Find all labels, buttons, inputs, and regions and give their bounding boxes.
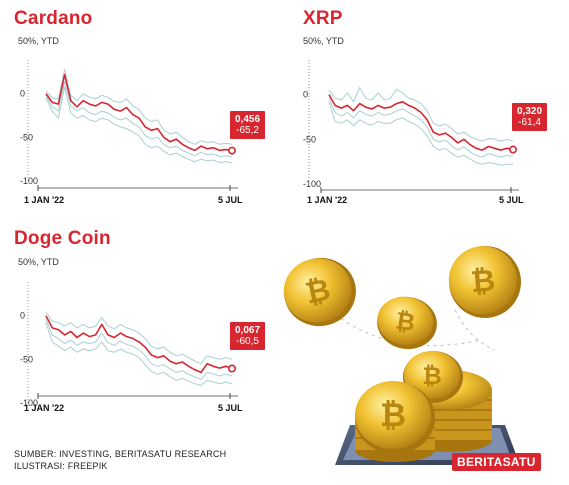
y-tick-label: -100 [20, 176, 38, 186]
bitcoin-illustration: ₿ ₿ ₿ ₿ ₿ [283, 246, 521, 465]
y-tick-label: -50 [303, 134, 316, 144]
coin: ₿ [283, 257, 356, 327]
end-point-marker [228, 146, 237, 155]
illustration-credit: ILUSTRASI: FREEPIK [14, 461, 108, 471]
price-value: 0,320 [517, 106, 543, 117]
coin: ₿ [377, 296, 437, 350]
price-value: 0,067 [235, 325, 261, 336]
y-tick-label: 0 [303, 90, 308, 100]
end-point-marker [228, 364, 237, 373]
price-callout: 0,456 -65,2 [230, 111, 266, 139]
dogecoin-chart-panel: Doge Coin 50%, YTD 0 -50 -100 1 JAN '22 5 JU… [0, 222, 280, 422]
cardano-line-chart: 0 -50 -100 1 JAN '22 5 JUL [20, 60, 243, 205]
y-tick-label: 0 [20, 311, 25, 321]
series-line-band [45, 68, 233, 145]
price-callout: 0,067 -60,5 [230, 322, 266, 350]
xrp-chart-panel: XRP 50%, YTD 0 -50 -100 1 JAN '22 5 JUL 0,32… [285, 0, 569, 215]
bitcoin-icon: ₿ [469, 264, 496, 299]
series-line-band [45, 86, 233, 164]
y-tick-label: -50 [20, 354, 33, 364]
unit-label: 50%, YTD [303, 36, 344, 46]
series-line-price [328, 94, 514, 151]
series-line-band [328, 87, 514, 142]
series-line-price [45, 73, 233, 152]
series-line-band [45, 311, 233, 365]
x-tick-label: 5 JUL [218, 195, 243, 205]
y-tick-label: -100 [20, 398, 38, 408]
bitcoin-icon: ₿ [380, 397, 406, 433]
cardano-chart-panel: Cardano 50%, YTD 0 -50 -100 1 JAN '22 5 JUL … [0, 0, 280, 215]
bitcoin-icon: ₿ [394, 307, 417, 336]
xrp-line-chart: 0 -50 -100 1 JAN '22 5 JUL [303, 60, 524, 205]
chart-title: Doge Coin [14, 228, 111, 249]
price-value: 0,456 [235, 114, 261, 125]
series-line-band [45, 319, 233, 380]
beritasatu-logo: BERITASATU [452, 453, 541, 471]
unit-label: 50%, YTD [18, 36, 59, 46]
change-value: -60,5 [236, 336, 259, 347]
bitcoin-icon: ₿ [422, 363, 442, 390]
y-tick-label: -100 [303, 179, 321, 189]
unit-label: 50%, YTD [18, 257, 59, 267]
x-tick-label: 1 JAN '22 [24, 403, 64, 413]
coin-trail [454, 309, 496, 351]
change-value: -61,4 [518, 117, 541, 128]
x-tick-label: 5 JUL [218, 403, 243, 413]
y-tick-label: -50 [20, 132, 33, 142]
x-tick-label: 5 JUL [499, 195, 524, 205]
series-line-band [45, 322, 233, 386]
y-tick-label: 0 [20, 89, 25, 99]
change-value: -65,2 [236, 125, 259, 136]
source-note: SUMBER: INVESTING, BERITASATU RESEARCH [14, 449, 227, 459]
series-line-band [328, 98, 514, 158]
series-line-band [45, 80, 233, 157]
end-point-marker [509, 145, 518, 154]
coin: ₿ [448, 246, 521, 318]
series-line-price [45, 315, 233, 374]
price-callout: 0,320 -61,4 [512, 103, 548, 131]
coin: ₿ [355, 381, 435, 454]
x-tick-label: 1 JAN '22 [307, 195, 347, 205]
chart-title: Cardano [14, 8, 93, 29]
chart-title: XRP [303, 8, 343, 29]
x-tick-label: 1 JAN '22 [24, 195, 64, 205]
series-line-band [328, 101, 513, 166]
